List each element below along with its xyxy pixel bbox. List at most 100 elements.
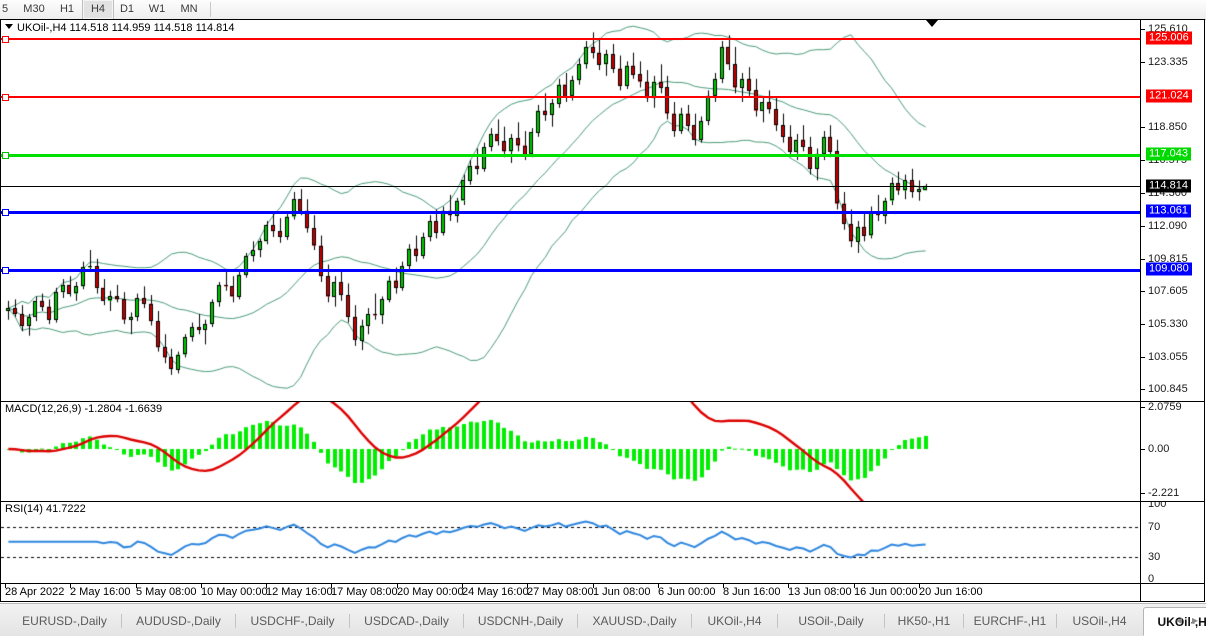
rsi-plot-area[interactable] <box>1 502 1140 583</box>
time-axis-label: 27 May 08:00 <box>527 586 594 598</box>
level-line-green[interactable] <box>1 154 1140 157</box>
macd-axis-label: 2.0759 <box>1148 402 1182 413</box>
chart-tab-usdcnh-daily[interactable]: USDCNH-,Daily <box>477 614 564 628</box>
rsi-axis: 100 70 30 0 <box>1140 502 1204 583</box>
price-level-tag-red[interactable]: 121.024 <box>1146 89 1192 103</box>
time-tick <box>788 584 789 588</box>
time-axis-label: 17 May 08:00 <box>331 586 398 598</box>
time-axis-label: 5 May 08:00 <box>136 586 197 598</box>
chart-tab-hk50-h1[interactable]: HK50-,H1 <box>897 614 951 628</box>
time-tick <box>593 584 594 588</box>
price-level-tag-blue[interactable]: 113.061 <box>1146 204 1191 218</box>
time-tick <box>919 584 920 588</box>
price-axis-label: 109.815 <box>1148 253 1188 265</box>
macd-pane[interactable]: 2.0759 0.00 -2.221 MACD(12,26,9) -1.2804 -… <box>1 402 1204 502</box>
time-tick <box>462 584 463 588</box>
level-line-red[interactable] <box>1 38 1140 40</box>
price-axis-label: 112.090 <box>1148 220 1187 232</box>
chart-tab-audusd-daily[interactable]: AUDUSD-,Daily <box>136 614 221 628</box>
level-line-handle[interactable] <box>2 36 9 43</box>
chart-tab-ukoil-h4[interactable]: UKOil-,H4 <box>1143 607 1206 636</box>
collapse-triangle-icon[interactable] <box>5 24 13 29</box>
chart-title-text: UKOil-,H4 114.518 114.959 114.518 114.81… <box>17 22 235 34</box>
candlestick-canvas[interactable] <box>1 20 1140 401</box>
time-tick <box>70 584 71 588</box>
macd-canvas[interactable] <box>1 402 1140 501</box>
tab-separator <box>691 614 692 628</box>
level-line-blue[interactable] <box>1 269 1140 272</box>
timeframe-mn[interactable]: MN <box>180 3 198 15</box>
time-tick <box>331 584 332 588</box>
price-tick <box>1141 29 1145 30</box>
rsi-label: RSI(14) 41.7222 <box>5 503 86 515</box>
chart-title: UKOil-,H4 114.518 114.959 114.518 114.81… <box>5 22 235 34</box>
price-tick <box>1141 193 1145 194</box>
timeframe-5[interactable]: 5 <box>1 3 9 15</box>
macd-axis: 2.0759 0.00 -2.221 <box>1140 402 1204 501</box>
price-axis-label: 107.605 <box>1148 285 1188 297</box>
price-tick <box>1141 226 1145 227</box>
tab-nav-next-icon[interactable]: ▸ <box>1192 613 1199 627</box>
chart-frame: 125.610123.335118.850116.575114.300112.0… <box>0 19 1205 602</box>
tab-nav-prev-icon[interactable]: ◂ <box>1176 613 1183 627</box>
time-axis-label: 1 Jun 08:00 <box>593 586 651 598</box>
chart-tab-usdcad-daily[interactable]: USDCAD-,Daily <box>364 614 449 628</box>
timeframe-w1[interactable]: W1 <box>148 3 166 15</box>
time-axis-label: 10 May 00:00 <box>201 586 268 598</box>
price-tick <box>1141 357 1145 358</box>
time-tick <box>723 584 724 588</box>
price-plot-area[interactable] <box>1 20 1140 401</box>
timeframe-m30[interactable]: M30 <box>23 3 45 15</box>
time-axis-label: 24 May 16:00 <box>462 586 529 598</box>
time-axis-label: 8 Jun 16:00 <box>723 586 781 598</box>
price-axis-label: 103.055 <box>1148 351 1188 363</box>
timeframe-d1[interactable]: D1 <box>119 3 135 15</box>
macd-axis-label: 0.00 <box>1148 443 1170 455</box>
rsi-axis-label: 30 <box>1148 551 1161 563</box>
price-axis[interactable]: 125.610123.335118.850116.575114.300112.0… <box>1140 20 1204 401</box>
macd-tick <box>1141 407 1145 408</box>
price-tick <box>1141 160 1145 161</box>
time-tick <box>266 584 267 588</box>
macd-label: MACD(12,26,9) -1.2804 -1.6639 <box>5 403 163 415</box>
chart-tab-ukoil-h4[interactable]: UKOil-,H4 <box>707 614 762 628</box>
timeframe-h4[interactable]: H4 <box>82 0 114 19</box>
tab-separator <box>577 614 578 628</box>
level-line-handle[interactable] <box>2 94 9 101</box>
chart-tab-bar[interactable]: EURUSD-,Daily AUDUSD-,Daily USDCHF-,Daily U… <box>0 603 1206 636</box>
price-pane[interactable]: 125.610123.335118.850116.575114.300112.0… <box>1 20 1204 402</box>
level-line-red[interactable] <box>1 96 1140 98</box>
price-level-tag-blue[interactable]: 109.080 <box>1146 262 1192 276</box>
chart-tab-usoil-h4[interactable]: USOil-,H4 <box>1072 614 1127 628</box>
timeframe-h1[interactable]: H1 <box>59 3 75 15</box>
rsi-pane[interactable]: 100 70 30 0 RSI(14) 41.7222 <box>1 502 1204 584</box>
level-line-black[interactable] <box>1 186 1140 187</box>
chart-tab-usdchf-daily[interactable]: USDCHF-,Daily <box>250 614 335 628</box>
tab-separator <box>121 614 122 628</box>
price-level-tag-red[interactable]: 125.006 <box>1146 31 1192 45</box>
macd-axis-label: -2.221 <box>1148 487 1180 499</box>
level-line-handle[interactable] <box>2 209 9 216</box>
chart-tab-usoil-daily[interactable]: USOil-,Daily <box>798 614 864 628</box>
chart-marker-triangle-icon[interactable] <box>926 20 938 27</box>
price-level-tag-black[interactable]: 114.814 <box>1146 179 1191 193</box>
level-line-handle[interactable] <box>2 267 9 274</box>
tab-separator <box>349 614 350 628</box>
level-line-blue[interactable] <box>1 211 1140 214</box>
time-axis-label: 6 Jun 00:00 <box>658 586 716 598</box>
macd-plot-area[interactable] <box>1 402 1140 501</box>
time-axis-label: 28 Apr 2022 <box>5 586 65 598</box>
timeframe-toolbar: 5 M30 H1 H4 D1 W1 MN <box>0 0 1206 20</box>
price-level-tag-green[interactable]: 117.043 <box>1146 147 1191 161</box>
chart-tab-xauusd-daily[interactable]: XAUUSD-,Daily <box>592 614 677 628</box>
level-line-handle[interactable] <box>2 152 9 159</box>
time-axis-label: 20 Jun 16:00 <box>919 586 983 598</box>
chart-tab-eurchf-h1[interactable]: EURCHF-,H1 <box>973 614 1047 628</box>
rsi-canvas[interactable] <box>1 502 1140 583</box>
tab-separator <box>1056 614 1057 628</box>
time-axis-label: 16 Jun 00:00 <box>854 586 918 598</box>
time-tick <box>658 584 659 588</box>
price-tick <box>1141 62 1145 63</box>
toolbar-separator <box>210 2 211 17</box>
chart-tab-eurusd-daily[interactable]: EURUSD-,Daily <box>22 614 107 628</box>
